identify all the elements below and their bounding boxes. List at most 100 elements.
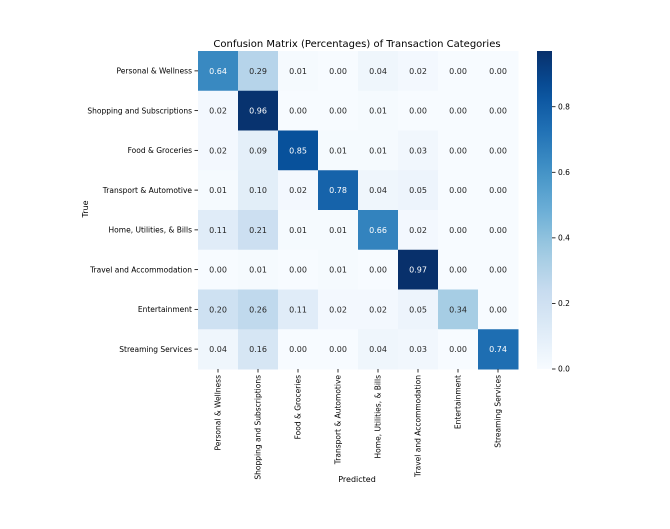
cell-value-label: 0.00	[289, 107, 307, 116]
heatmap-cell	[438, 130, 479, 171]
row-tick-label: Streaming Services	[119, 345, 192, 354]
cell-value-label: 0.20	[209, 305, 227, 314]
heatmap-cell	[478, 170, 519, 211]
heatmap-cell	[278, 210, 319, 251]
heatmap-cell	[398, 289, 439, 330]
cell-value-label: 0.00	[329, 345, 347, 354]
colorbar	[537, 51, 552, 369]
heatmap-cell	[198, 90, 239, 131]
heatmap-cell	[198, 210, 239, 251]
row-tick-label: Personal & Wellness	[117, 67, 193, 76]
col-tick-label: Travel and Accommodation	[414, 375, 423, 478]
heatmap-cell	[318, 210, 359, 251]
heatmap-cell	[398, 170, 439, 211]
heatmap-cell	[478, 90, 519, 131]
cell-value-label: 0.01	[289, 226, 307, 235]
colorbar-tick-label: 0.8	[558, 102, 570, 111]
cell-value-label: 0.96	[249, 107, 267, 116]
cell-value-label: 0.00	[449, 186, 467, 195]
cell-value-label: 0.97	[409, 266, 427, 275]
cell-value-label: 0.01	[369, 107, 387, 116]
colorbar-tick-label: 0.4	[558, 234, 570, 243]
row-tick-label: Shopping and Subscriptions	[87, 106, 192, 115]
cell-value-label: 0.01	[209, 186, 227, 195]
heatmap-cell	[398, 249, 439, 290]
cell-value-label: 0.04	[369, 67, 387, 76]
heatmap-cell	[438, 329, 479, 370]
cell-value-label: 0.02	[289, 186, 307, 195]
cell-value-label: 0.04	[369, 345, 387, 354]
cell-value-label: 0.01	[329, 146, 347, 155]
heatmap-cell	[398, 210, 439, 251]
x-axis-label: Predicted	[338, 475, 376, 484]
heatmap-cell	[278, 90, 319, 131]
cell-value-label: 0.01	[329, 226, 347, 235]
heatmap-cell	[238, 130, 279, 171]
heatmap-cell	[278, 249, 319, 290]
y-axis-label: True	[81, 200, 90, 218]
heatmap-cell	[358, 210, 399, 251]
heatmap-cell	[358, 170, 399, 211]
heatmap-cell	[198, 51, 239, 92]
heatmap-cell	[198, 289, 239, 330]
heatmap-cell	[318, 170, 359, 211]
cell-value-label: 0.00	[449, 345, 467, 354]
cell-value-label: 0.02	[369, 305, 387, 314]
heatmap-cells: 0.64 0.29 0.01 0.00 0.04 0.02 0.00 0.00 0.02 0.96…	[198, 51, 519, 370]
heatmap-cell	[318, 289, 359, 330]
heatmap-cell	[398, 130, 439, 171]
heatmap-cell	[438, 51, 479, 92]
col-tick-labels: Personal & Wellness Shopping and Subscrip…	[214, 369, 503, 480]
heatmap-cell	[398, 51, 439, 92]
cell-value-label: 0.02	[209, 107, 227, 116]
cell-value-label: 0.74	[489, 345, 507, 354]
heatmap-cell	[478, 249, 519, 290]
cell-value-label: 0.00	[449, 146, 467, 155]
cell-value-label: 0.00	[449, 266, 467, 275]
colorbar-tick-label: 0.0	[558, 365, 570, 374]
cell-value-label: 0.02	[409, 226, 427, 235]
row-tick-label: Food & Groceries	[128, 146, 192, 155]
cell-value-label: 0.00	[489, 146, 507, 155]
cell-value-label: 0.29	[249, 67, 267, 76]
cell-value-label: 0.10	[249, 186, 267, 195]
cell-value-label: 0.00	[449, 67, 467, 76]
heatmap-cell	[238, 249, 279, 290]
cell-value-label: 0.01	[249, 266, 267, 275]
heatmap-cell	[238, 289, 279, 330]
cell-value-label: 0.02	[409, 67, 427, 76]
heatmap-cell	[358, 90, 399, 131]
cell-value-label: 0.00	[489, 67, 507, 76]
row-tick-labels: Personal & Wellness Shopping and Subscrip…	[87, 67, 198, 354]
cell-value-label: 0.64	[209, 67, 227, 76]
cell-value-label: 0.04	[369, 186, 387, 195]
cell-value-label: 0.09	[249, 146, 267, 155]
col-tick-label: Transport & Automotive	[334, 375, 343, 466]
cell-value-label: 0.03	[409, 345, 427, 354]
colorbar-tick-label: 0.6	[558, 168, 570, 177]
cell-value-label: 0.00	[289, 345, 307, 354]
heatmap-cell	[238, 329, 279, 370]
heatmap-cell	[278, 130, 319, 171]
cell-value-label: 0.00	[489, 107, 507, 116]
heatmap-cell	[358, 130, 399, 171]
heatmap-cell	[238, 170, 279, 211]
cell-value-label: 0.05	[409, 305, 427, 314]
cell-value-label: 0.00	[489, 226, 507, 235]
heatmap-cell	[238, 51, 279, 92]
col-tick-label: Personal & Wellness	[214, 375, 223, 451]
cell-value-label: 0.03	[409, 146, 427, 155]
col-tick-label: Streaming Services	[494, 375, 503, 448]
heatmap-cell	[478, 289, 519, 330]
heatmap-cell	[358, 51, 399, 92]
cell-value-label: 0.05	[409, 186, 427, 195]
heatmap-cell	[198, 170, 239, 211]
heatmap-cell	[438, 90, 479, 131]
heatmap-cell	[318, 130, 359, 171]
cell-value-label: 0.00	[329, 67, 347, 76]
cell-value-label: 0.00	[369, 266, 387, 275]
heatmap-cell	[438, 249, 479, 290]
heatmap-cell	[478, 130, 519, 171]
heatmap-cell	[238, 210, 279, 251]
heatmap-cell	[278, 329, 319, 370]
